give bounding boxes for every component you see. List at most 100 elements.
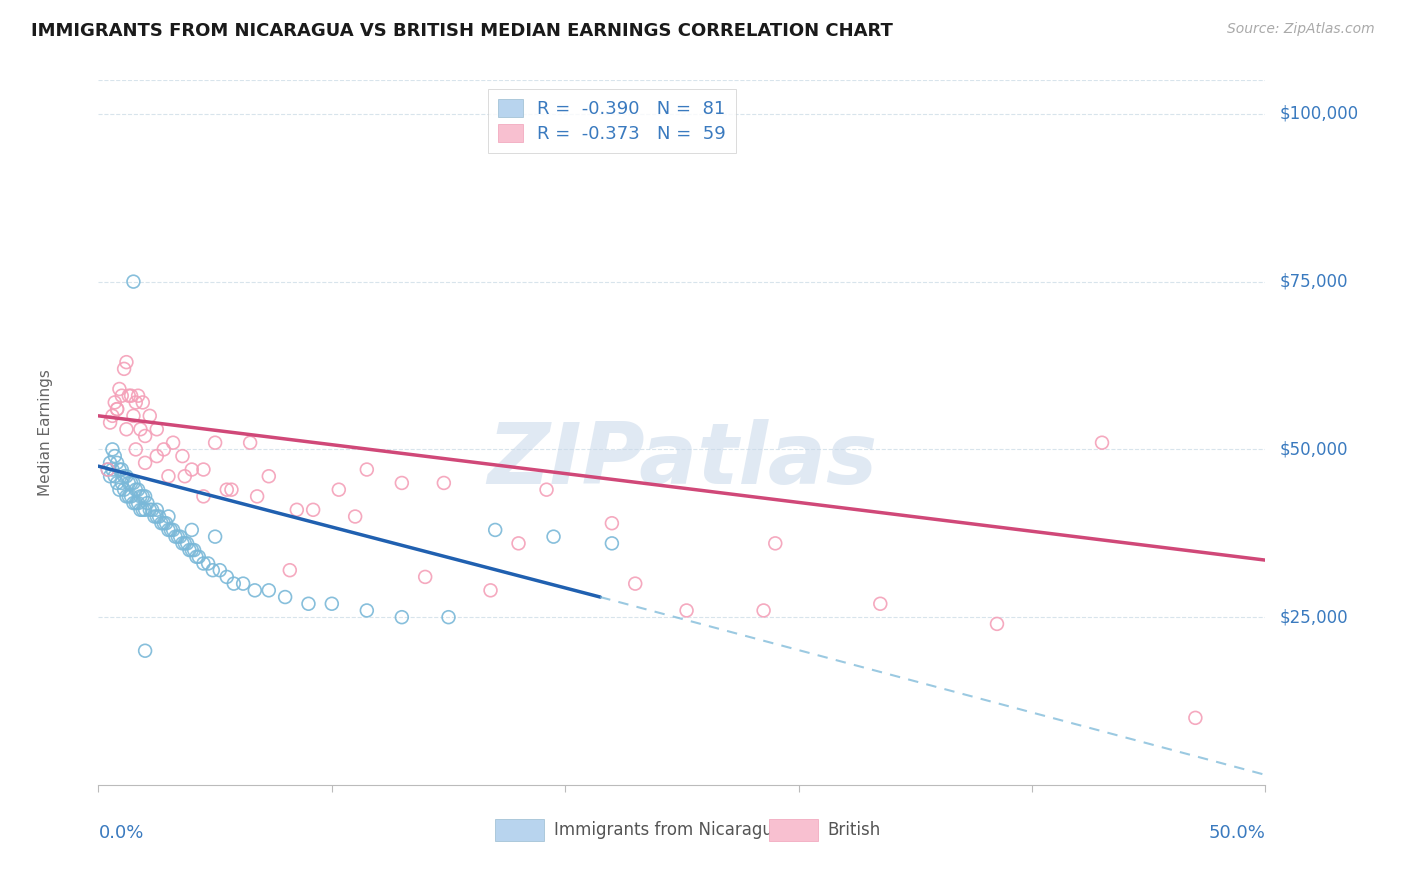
Point (180, 543, 202, 558)
Point (166, 530, 188, 544)
Point (356, 603, 378, 617)
Point (413, 570, 436, 584)
Point (484, 523, 506, 537)
Point (278, 563, 301, 577)
Point (243, 583, 266, 598)
Point (134, 489, 156, 503)
Point (165, 530, 187, 544)
Point (257, 469, 280, 483)
Point (186, 549, 208, 564)
Point (1184, 711, 1206, 725)
Point (118, 475, 141, 490)
Point (221, 483, 243, 497)
Text: 0.0%: 0.0% (98, 823, 143, 842)
Point (127, 483, 149, 497)
Point (101, 442, 124, 457)
Point (129, 503, 152, 517)
Point (183, 543, 205, 558)
Point (127, 389, 149, 403)
Point (108, 483, 131, 497)
Point (146, 422, 169, 436)
Point (104, 469, 127, 483)
Point (752, 603, 775, 617)
Point (98, 456, 121, 470)
Point (675, 603, 697, 617)
Point (600, 516, 623, 531)
Point (111, 475, 134, 490)
Point (169, 530, 191, 544)
Point (134, 503, 156, 517)
Point (108, 382, 131, 396)
Point (274, 590, 297, 604)
Point (302, 503, 325, 517)
Point (162, 435, 184, 450)
Point (146, 449, 169, 463)
Text: British: British (828, 821, 882, 839)
Point (344, 509, 367, 524)
Point (433, 475, 456, 490)
Point (104, 395, 127, 409)
Point (112, 483, 135, 497)
Point (139, 503, 162, 517)
Point (437, 610, 460, 624)
Point (143, 509, 166, 524)
Text: 50.0%: 50.0% (1209, 823, 1265, 842)
Legend: R =  -0.390   N =  81, R =  -0.373   N =  59: R = -0.390 N = 81, R = -0.373 N = 59 (488, 89, 737, 153)
Point (118, 389, 141, 403)
Point (204, 530, 226, 544)
Point (173, 469, 195, 483)
Point (134, 644, 156, 658)
Point (120, 389, 142, 403)
Point (176, 536, 198, 550)
Point (600, 536, 623, 550)
Point (193, 462, 215, 476)
Text: ZIPatlas: ZIPatlas (486, 419, 877, 502)
Point (125, 483, 148, 497)
Point (146, 503, 169, 517)
Point (115, 489, 138, 503)
Point (197, 557, 219, 571)
Point (132, 489, 155, 503)
Point (152, 516, 174, 531)
Point (115, 355, 138, 369)
Point (125, 496, 148, 510)
Point (105, 475, 128, 490)
Point (356, 462, 378, 476)
Point (101, 409, 124, 423)
Point (222, 576, 245, 591)
Point (125, 442, 148, 457)
Point (122, 409, 145, 423)
Point (391, 475, 413, 490)
Point (115, 469, 138, 483)
Point (122, 275, 145, 289)
Point (257, 583, 280, 598)
Point (193, 489, 215, 503)
Point (157, 469, 180, 483)
Bar (769, 819, 818, 841)
Point (112, 469, 135, 483)
Point (97, 462, 120, 476)
Point (180, 523, 202, 537)
Point (127, 496, 149, 510)
Point (763, 536, 786, 550)
Point (98, 416, 121, 430)
Point (172, 449, 194, 463)
Point (328, 483, 350, 497)
Point (129, 489, 152, 503)
Bar (495, 819, 544, 841)
Point (172, 536, 194, 550)
Point (239, 435, 262, 450)
Point (869, 597, 891, 611)
Point (115, 422, 138, 436)
Point (150, 516, 173, 531)
Point (162, 523, 184, 537)
Point (97, 462, 120, 476)
Point (246, 489, 269, 503)
Point (105, 402, 128, 417)
Point (132, 395, 155, 409)
Point (157, 509, 180, 524)
Point (125, 395, 148, 409)
Point (215, 483, 238, 497)
Point (132, 503, 155, 517)
Point (101, 462, 124, 476)
